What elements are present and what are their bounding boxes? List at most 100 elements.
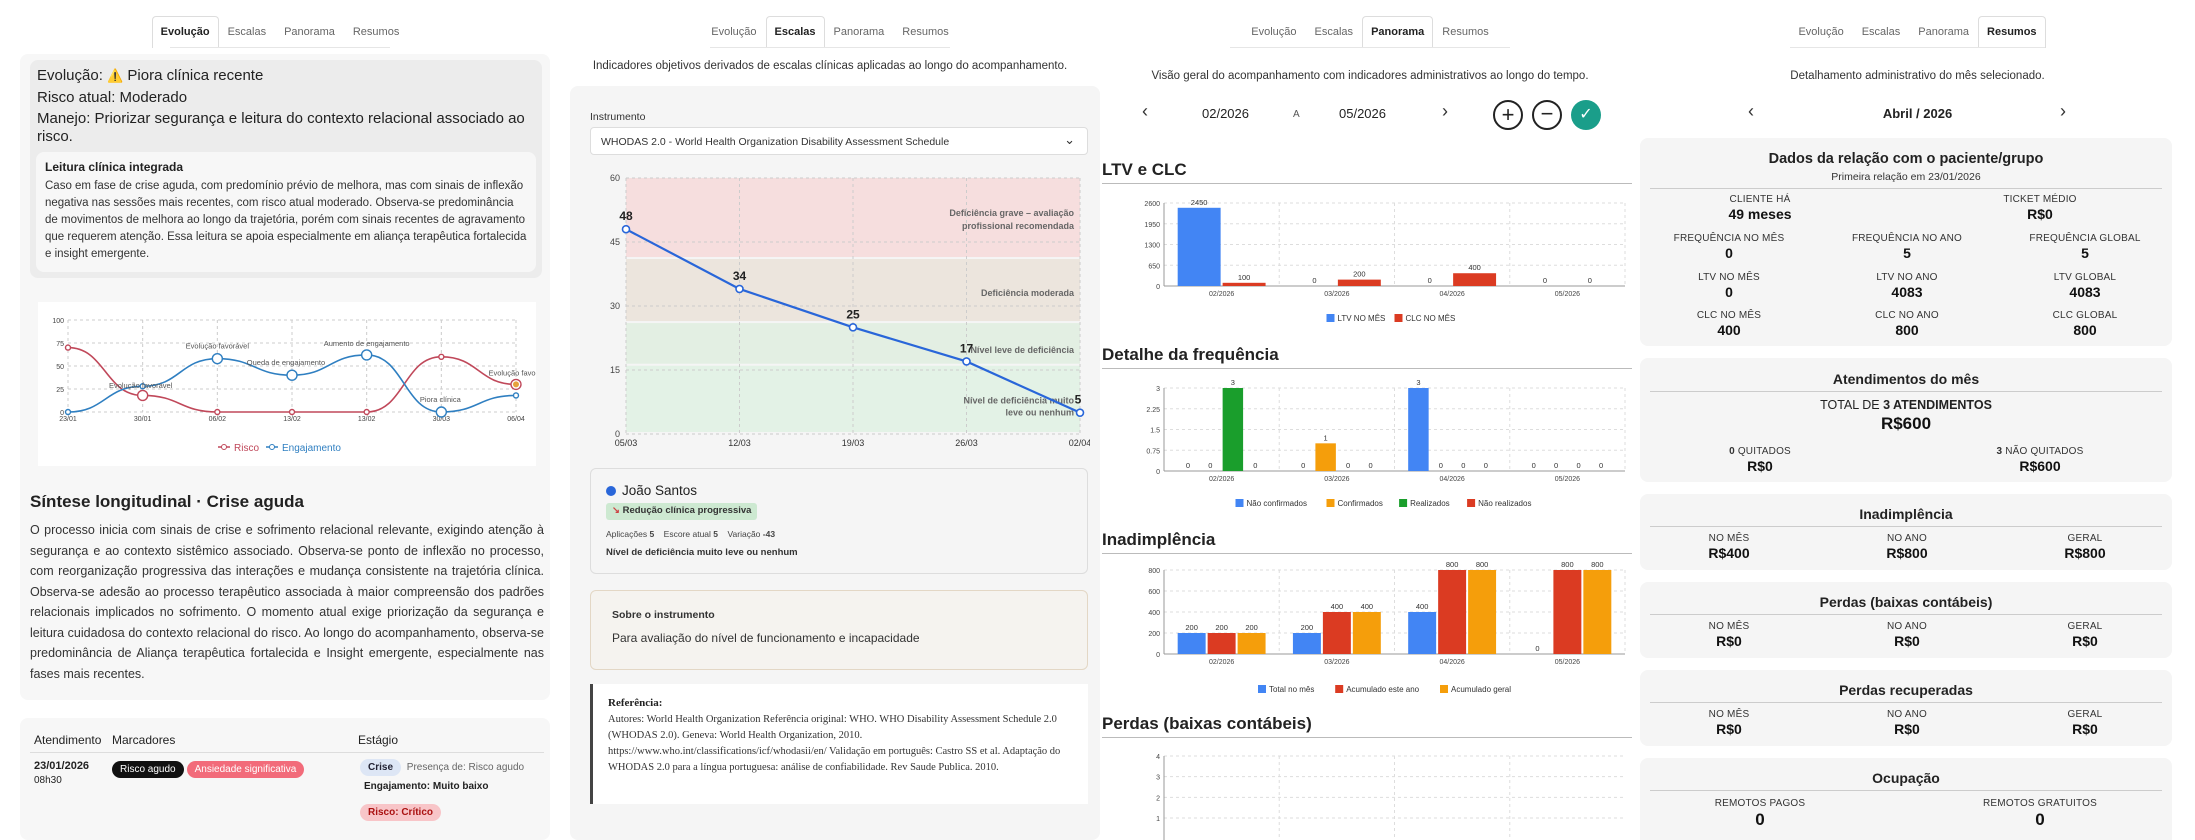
legend-swatch xyxy=(1467,499,1476,507)
bar-value-label: 0 xyxy=(1301,461,1305,470)
period-from[interactable]: 02/2026 xyxy=(1202,106,1249,121)
ocupacao-box: Ocupação REMOTOS PAGOS 0 REMOTOS GRATUITO… xyxy=(1640,758,2172,840)
bar xyxy=(1292,633,1321,654)
col-marcadores: Marcadores xyxy=(112,733,176,747)
sintese-title: Síntese longitudinal · Crise aguda xyxy=(30,492,304,511)
tab-panorama[interactable]: Panorama xyxy=(1918,26,1970,38)
x-tick-label: 02/2026 xyxy=(1209,476,1234,483)
bar xyxy=(1453,273,1497,286)
legend-swatch xyxy=(1258,685,1266,693)
inad-mes: NO MÊS R$400 xyxy=(1708,533,1750,561)
inadimplencia-box: Inadimplência NO MÊS R$400 NO ANO R$800 GE… xyxy=(1640,494,2172,570)
bar xyxy=(1207,633,1236,654)
bar-value-label: 0 xyxy=(1577,461,1581,470)
inad-ano: NO ANO R$800 xyxy=(1886,533,1928,561)
session-time: 08h30 xyxy=(34,775,62,786)
period-to[interactable]: 05/2026 xyxy=(1339,106,1386,121)
bar-value-label: 0 xyxy=(1368,461,1372,470)
next-month-button[interactable]: › xyxy=(2060,101,2066,121)
y-tick-label: 0 xyxy=(1156,284,1160,291)
x-tick-label: 30/03 xyxy=(433,416,451,423)
tab-resumos[interactable]: Resumos xyxy=(1442,26,1489,38)
ltv-clc-chart: 2600 1950 1300 650 0 2450 100 02/2026 0 200 03/202… xyxy=(1144,198,1626,323)
x-tick-label: 30/01 xyxy=(134,416,152,423)
ocupacao-title: Ocupação xyxy=(1872,770,1940,786)
tab-escalas[interactable]: Escalas xyxy=(1861,26,1901,38)
y-tick-label: 0 xyxy=(615,429,620,439)
leitura-text: Caso em fase de crise aguda, com predomí… xyxy=(45,180,527,260)
stat-freq-mes: FREQUÊNCIA NO MÊS 0 xyxy=(1673,233,1785,261)
sobre-title: Sobre o instrumento xyxy=(612,609,715,621)
bar xyxy=(1408,388,1429,471)
data-point xyxy=(214,408,221,416)
recuperadas-title: Perdas recuperadas xyxy=(1839,682,1973,698)
y-tick-label: 15 xyxy=(610,365,620,375)
stage-risco-chip-wrap: Risco: Crítico xyxy=(360,802,444,821)
tab-evolucao[interactable]: Evolução xyxy=(151,16,219,48)
data-label: 34 xyxy=(733,269,747,283)
next-period-button[interactable]: › xyxy=(1442,101,1448,121)
tab-evolucao[interactable]: Evolução xyxy=(711,26,757,38)
stats-line: Aplicações 5 Escore atual 5 Variação -43 xyxy=(606,529,776,539)
sintese-text: O processo inicia com sinais de crise e … xyxy=(30,523,544,681)
bar-value-label: 1 xyxy=(1324,433,1328,442)
x-tick-label: 02/2026 xyxy=(1209,659,1234,666)
bar-value-label: 800 xyxy=(1561,562,1574,569)
prev-month-button[interactable]: ‹ xyxy=(1748,101,1754,121)
tab-escalas[interactable]: Escalas xyxy=(1314,26,1354,38)
y-tick-label: 0 xyxy=(60,410,64,417)
y-tick-label: 1.5 xyxy=(1150,428,1160,435)
x-tick-label: 12/03 xyxy=(728,438,751,448)
tab-escalas[interactable]: Escalas xyxy=(765,16,825,48)
tab-evolucao[interactable]: Evolução xyxy=(1251,26,1297,38)
confirm-check-icon[interactable]: ✓ xyxy=(1571,100,1601,130)
evolution-line: Evolução: ⚠️ Piora clínica recente xyxy=(37,67,264,84)
recuperadas-box: Perdas recuperadas NO MÊS R$0 NO ANO R$0 G… xyxy=(1640,670,2172,746)
y-tick-label: 0.75 xyxy=(1146,448,1160,455)
instrument-label: Instrumento xyxy=(590,111,646,123)
tab-resumos[interactable]: Resumos xyxy=(1978,16,2046,48)
bar xyxy=(1237,633,1266,654)
stat-ltv-ano: LTV NO ANO 4083 xyxy=(1876,272,1938,300)
remove-icon[interactable]: − xyxy=(1532,100,1562,130)
tab-resumos[interactable]: Resumos xyxy=(352,26,400,38)
bar-value-label: 0 xyxy=(1312,276,1316,285)
legend-label: Acumulado geral xyxy=(1451,685,1511,694)
recuperadas-geral: GERAL R$0 xyxy=(2067,709,2103,737)
prev-period-button[interactable]: ‹ xyxy=(1142,101,1148,121)
bar-value-label: 800 xyxy=(1446,562,1459,569)
tab-resumos[interactable]: Resumos xyxy=(902,26,949,38)
tab-panorama[interactable]: Panorama xyxy=(1362,16,1434,48)
progress-badge: ↘ Redução clínica progressiva xyxy=(606,503,758,520)
tab-escalas[interactable]: Escalas xyxy=(227,26,267,38)
annotation: Evolução favorável xyxy=(186,342,250,351)
tab-evolucao[interactable]: Evolução xyxy=(1798,26,1844,38)
tab-panorama[interactable]: Panorama xyxy=(284,26,335,38)
session-date[interactable]: 23/01/2026 xyxy=(34,760,90,772)
data-point xyxy=(621,224,631,234)
bar-value-label: 200 xyxy=(1185,623,1198,632)
resumos-intro: Detalhamento administrativo do mês selec… xyxy=(1790,70,2045,82)
data-point xyxy=(64,408,72,416)
add-icon[interactable]: + xyxy=(1493,100,1523,130)
tab-bar: Evolução Escalas Panorama Resumos xyxy=(0,16,560,48)
legend-label: Confirmados xyxy=(1338,499,1383,508)
col-estagio: Estágio xyxy=(358,733,399,747)
tab-panorama[interactable]: Panorama xyxy=(833,26,885,38)
chevron-down-icon: ⌄ xyxy=(1064,132,1075,147)
remotos-gratuitos: REMOTOS GRATUITOS 0 xyxy=(1983,798,2097,829)
atendimentos-box: Atendimentos do mês TOTAL DE 3 ATENDIMEN… xyxy=(1640,358,2172,482)
legend-label: Não realizados xyxy=(1478,499,1531,508)
y-tick-label: 200 xyxy=(1148,631,1160,638)
legend-swatch xyxy=(1399,499,1408,507)
bar-value-label: 0 xyxy=(1439,461,1443,470)
x-tick-label: 02/2026 xyxy=(1209,291,1234,298)
leitura-title: Leitura clínica integrada xyxy=(45,160,184,174)
x-tick-label: 05/2026 xyxy=(1555,291,1580,298)
ref-title: Referência: xyxy=(608,697,663,709)
instrument-select[interactable]: WHODAS 2.0 - World Health Organization D… xyxy=(590,127,1088,155)
y-tick-label: 1950 xyxy=(1144,222,1160,229)
stage-engajamento: Engajamento: Muito baixo xyxy=(364,781,489,792)
y-tick-label: 0 xyxy=(1156,652,1160,659)
inadimplencia-chart: 800 600 400 200 0 200 200 200 02/2026 200 400 400 03… xyxy=(1148,562,1626,694)
